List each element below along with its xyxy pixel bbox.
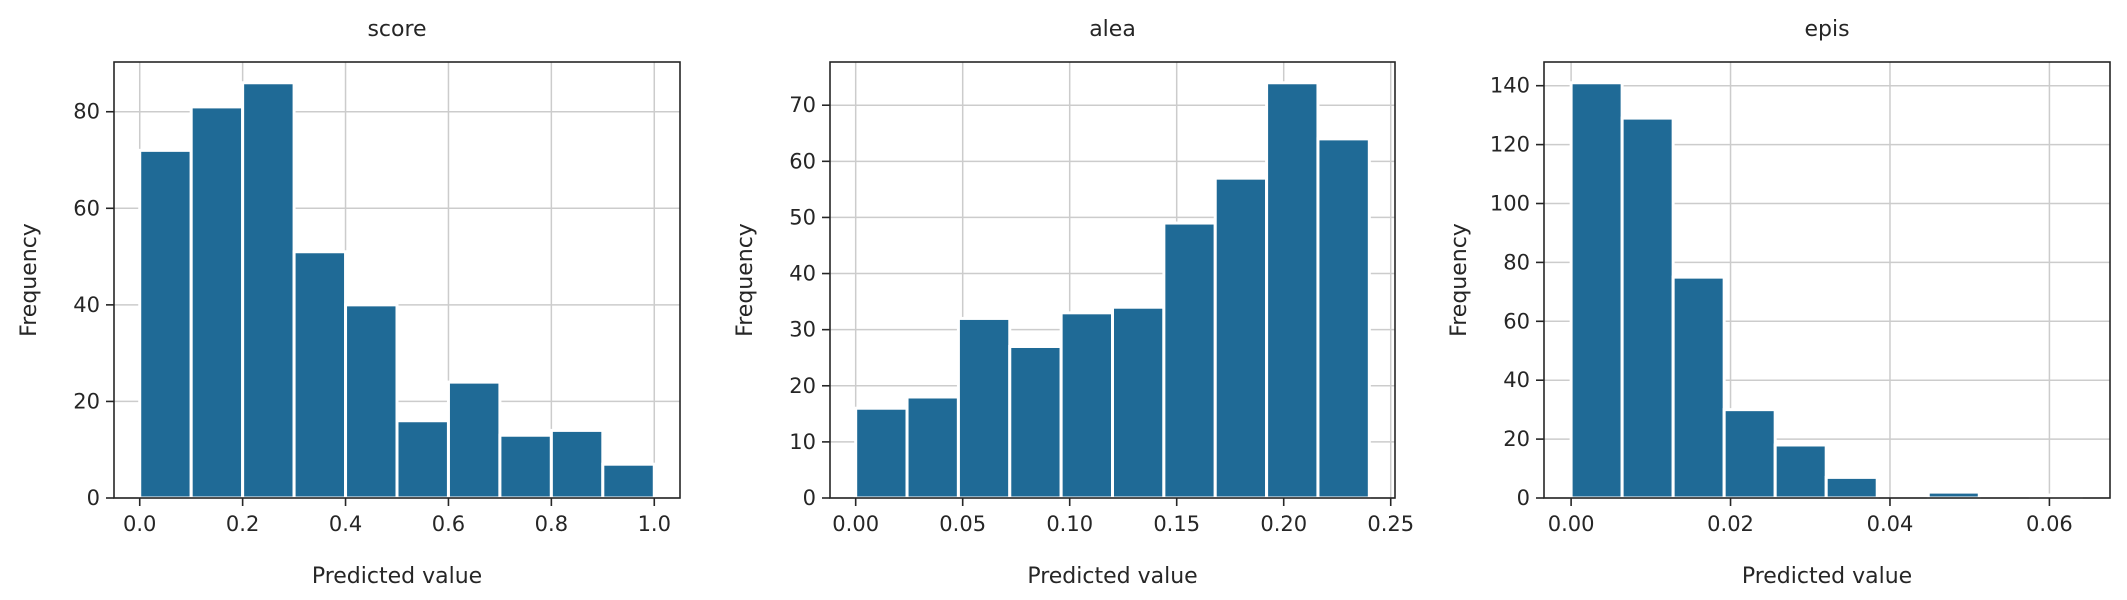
chart-2-ytick-label-6: 120	[1490, 133, 1530, 157]
chart-1-ytick-label-7: 70	[789, 93, 816, 117]
chart-0-title: score	[367, 17, 426, 42]
chart-2-xtick-label-2: 0.04	[1867, 512, 1914, 536]
chart-1-ytick-label-1: 10	[789, 430, 816, 454]
chart-2-bar-7	[1926, 490, 1981, 500]
chart-1-ytick-label-5: 50	[789, 205, 816, 229]
chart-2-title: epis	[1804, 17, 1849, 42]
chart-2-ytick-label-2: 40	[1503, 368, 1530, 392]
chart-2-bar-1	[1620, 116, 1675, 500]
chart-1-bar-6	[1162, 221, 1217, 500]
chart-0-bar-3	[292, 250, 348, 500]
chart-0-bar-9	[601, 462, 656, 500]
chart-1-ylabel: Frequency	[733, 223, 758, 337]
chart-0-bar-8	[549, 428, 605, 500]
chart-1-xtick-label-1: 0.05	[939, 512, 986, 536]
chart-0-xtick-label-1: 0.2	[226, 512, 259, 536]
chart-1-ytick-label-0: 0	[803, 486, 816, 510]
chart-1-bar-2	[956, 316, 1012, 500]
chart-2-bar-3	[1722, 408, 1777, 500]
chart-1-bar-3	[1008, 344, 1063, 500]
chart-0-xlabel: Predicted value	[312, 564, 482, 589]
chart-1-xtick-label-0: 0.00	[832, 512, 879, 536]
chart-0-ytick-label-0: 0	[87, 486, 100, 510]
chart-1-bar-0	[854, 406, 909, 500]
chart-2-bar-5	[1824, 475, 1879, 500]
chart-2-xtick-label-1: 0.02	[1707, 512, 1754, 536]
chart-2-xlabel: Predicted value	[1742, 564, 1912, 589]
chart-1-ytick-label-2: 20	[789, 374, 816, 398]
chart-0-xtick-label-2: 0.4	[329, 512, 362, 536]
chart-1-title: alea	[1089, 17, 1136, 42]
chart-0-bar-5	[395, 419, 450, 500]
chart-1-bar-1	[905, 395, 960, 500]
chart-0-bar-7	[498, 433, 553, 500]
chart-0-bar-0	[138, 148, 193, 500]
chart-2-ytick-label-1: 20	[1503, 427, 1530, 451]
chart-1-panel: 0.00 0.05 0.10 0.15 0.20 0.25 0 10 20 30 40 50 60 70 a…	[733, 17, 1414, 589]
chart-2-bar-4	[1773, 443, 1828, 500]
chart-1-bar-7	[1213, 176, 1269, 500]
chart-2-panel: 0.00 0.02 0.04 0.06 0 20 40 60 80 100 120 140 epis Pr…	[1447, 17, 2111, 589]
chart-1-xlabel: Predicted value	[1027, 564, 1197, 589]
chart-1-xtick-label-2: 0.10	[1046, 512, 1093, 536]
chart-0-bar-6	[446, 380, 502, 500]
chart-1-bar-9	[1316, 137, 1371, 500]
chart-0-frame	[113, 61, 681, 499]
chart-1-xtick-label-4: 0.20	[1260, 512, 1307, 536]
chart-2-bar-2	[1671, 275, 1726, 500]
chart-0-xtick-label-4: 0.8	[535, 512, 568, 536]
chart-0-bar-1	[189, 105, 245, 500]
chart-1-bar-5	[1111, 305, 1166, 500]
chart-0-panel: 0.0 0.2 0.4 0.6 0.8 1.0 0 20 40 60 80 score Predicte…	[17, 17, 681, 589]
chart-1-xtick-label-3: 0.15	[1153, 512, 1200, 536]
chart-2-ytick-label-5: 100	[1490, 192, 1530, 216]
chart-2-ytick-label-3: 60	[1503, 309, 1530, 333]
chart-1-xtick-label-5: 0.25	[1367, 512, 1414, 536]
chart-0-ytick-label-4: 80	[73, 100, 100, 124]
chart-0-bar-2	[241, 81, 296, 500]
chart-0-ytick-label-2: 40	[73, 293, 100, 317]
chart-1-ytick-label-6: 60	[789, 149, 816, 173]
chart-1-ytick-label-4: 40	[789, 262, 816, 286]
chart-0-ytick-label-3: 60	[73, 196, 100, 220]
chart-0-xtick-label-5: 1.0	[638, 512, 671, 536]
chart-2-frame	[1543, 61, 2111, 499]
chart-2-ytick-label-4: 80	[1503, 250, 1530, 274]
chart-2-ytick-label-0: 0	[1517, 486, 1530, 510]
chart-2-xtick-label-0: 0.00	[1548, 512, 1595, 536]
chart-2-ytick-label-7: 140	[1490, 74, 1530, 98]
chart-0-bar-4	[344, 303, 399, 500]
chart-0-bars	[138, 81, 656, 500]
chart-1-frame	[829, 61, 1396, 499]
chart-0-xtick-label-3: 0.6	[432, 512, 465, 536]
chart-2-ylabel: Frequency	[1447, 223, 1472, 337]
chart-2-xtick-label-3: 0.06	[2026, 512, 2073, 536]
chart-1-bar-8	[1265, 81, 1320, 500]
chart-1-bar-4	[1059, 311, 1114, 500]
chart-1-ytick-label-3: 30	[789, 318, 816, 342]
chart-1-bars	[854, 81, 1371, 500]
chart-0-ytick-label-1: 20	[73, 389, 100, 413]
chart-0-xtick-label-0: 0.0	[123, 512, 156, 536]
chart-0-ylabel: Frequency	[17, 223, 42, 337]
chart-2-bar-0	[1569, 81, 1624, 500]
